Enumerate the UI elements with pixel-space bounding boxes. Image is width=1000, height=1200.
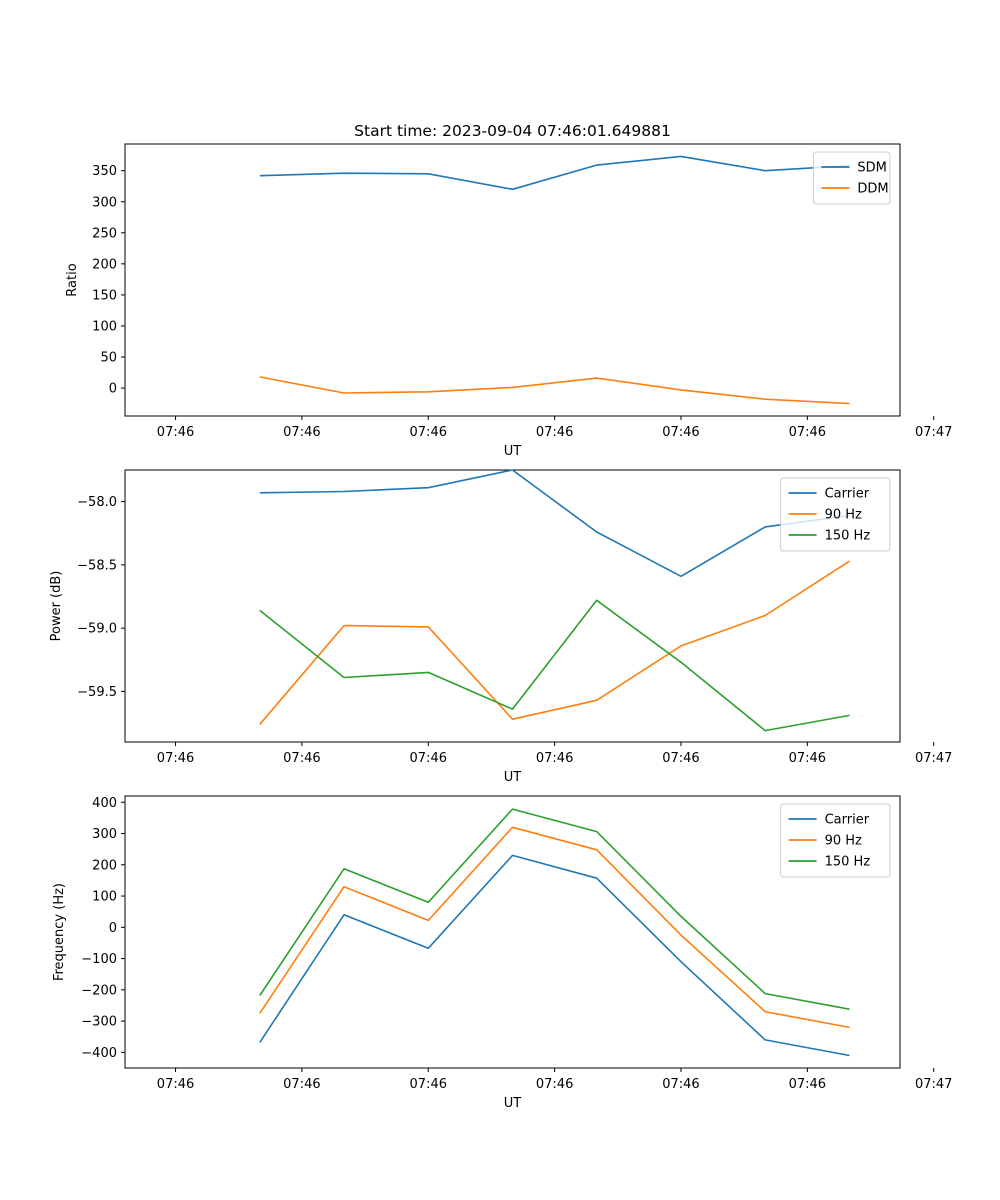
y-tick-label: 50 <box>100 351 117 366</box>
y-tick-label: −58.0 <box>77 495 117 510</box>
x-tick-label: 07:47 <box>915 425 952 440</box>
legend-box <box>780 477 891 552</box>
y-tick-label: −59.0 <box>77 622 117 637</box>
legend: Carrier 90 Hz 150 Hz <box>780 477 891 552</box>
legend-label: SDM <box>857 161 886 176</box>
x-tick-label: 07:46 <box>157 425 194 440</box>
y-tick-label: 150 <box>92 288 117 303</box>
x-tick-label: 07:46 <box>410 1077 447 1092</box>
x-tick-label: 07:46 <box>536 1077 573 1092</box>
legend: SDM DDM <box>812 151 891 205</box>
legend-label: DDM <box>857 182 888 197</box>
x-tick-label: 07:46 <box>789 425 826 440</box>
legend-label: 90 Hz <box>825 834 862 849</box>
x-axis-label: UT <box>504 770 522 785</box>
x-tick-label: 07:46 <box>536 751 573 766</box>
series-line-ddm <box>259 376 850 405</box>
chart-panel-3: 07:46 07:46 07:46 07:46 07:46 07:46 07:47 −400 −… <box>52 795 952 1111</box>
y-tick-label: −59.5 <box>77 685 117 700</box>
y-axis-label: Frequency (Hz) <box>52 883 67 981</box>
y-tick-label: −200 <box>81 983 117 998</box>
y-tick-label: 100 <box>92 319 117 334</box>
x-tick-label: 07:47 <box>915 751 952 766</box>
x-tick-label: 07:46 <box>410 425 447 440</box>
y-axis-label: Power (dB) <box>49 571 64 642</box>
series-line-carrier <box>259 854 850 1057</box>
x-tick-label: 07:46 <box>283 425 320 440</box>
y-tick-label: 250 <box>92 226 117 241</box>
chart-panel-1: 07:46 07:46 07:46 07:46 07:46 07:46 07:47 0 50 10… <box>65 143 952 459</box>
legend-label: 150 Hz <box>825 529 871 544</box>
x-tick-label: 07:46 <box>662 1077 699 1092</box>
figure-title: Start time: 2023-09-04 07:46:01.649881 <box>354 122 671 140</box>
legend-label: 90 Hz <box>825 508 862 523</box>
x-tick-label: 07:46 <box>157 1077 194 1092</box>
y-tick-label: 300 <box>92 195 117 210</box>
y-tick-label: 100 <box>92 890 117 905</box>
legend-label: Carrier <box>825 813 870 828</box>
chart-panel-2: 07:46 07:46 07:46 07:46 07:46 07:46 07:47 −59.5… <box>49 469 952 785</box>
legend-label: Carrier <box>825 487 870 502</box>
series-line-90-hz <box>259 826 850 1029</box>
y-tick-label: −400 <box>81 1046 117 1061</box>
y-tick-label: −300 <box>81 1015 117 1030</box>
legend-box <box>780 803 891 878</box>
series-line-carrier <box>259 469 850 578</box>
x-tick-label: 07:46 <box>662 751 699 766</box>
series-line-150-hz <box>259 599 850 732</box>
legend: Carrier 90 Hz 150 Hz <box>780 803 891 878</box>
x-tick-label: 07:46 <box>789 751 826 766</box>
x-tick-label: 07:46 <box>662 425 699 440</box>
y-tick-label: 200 <box>92 257 117 272</box>
y-tick-label: 0 <box>109 382 117 397</box>
x-axis-label: UT <box>504 444 522 459</box>
x-tick-label: 07:46 <box>157 751 194 766</box>
series-line-150-hz <box>259 808 850 1010</box>
y-tick-label: −58.5 <box>77 558 117 573</box>
y-tick-label: 300 <box>92 827 117 842</box>
x-tick-label: 07:46 <box>283 1077 320 1092</box>
x-tick-label: 07:46 <box>410 751 447 766</box>
x-tick-label: 07:46 <box>536 425 573 440</box>
axes-frame <box>124 143 901 417</box>
y-tick-label: 350 <box>92 164 117 179</box>
x-tick-label: 07:47 <box>915 1077 952 1092</box>
x-tick-label: 07:46 <box>789 1077 826 1092</box>
legend-box <box>812 151 891 205</box>
y-tick-label: 200 <box>92 858 117 873</box>
y-tick-label: −100 <box>81 952 117 967</box>
y-tick-label: 0 <box>109 921 117 936</box>
y-axis-label: Ratio <box>65 263 80 296</box>
y-tick-label: 400 <box>92 796 117 811</box>
legend-label: 150 Hz <box>825 855 871 870</box>
series-line-90-hz <box>259 560 850 725</box>
x-tick-label: 07:46 <box>283 751 320 766</box>
axes-frame <box>124 795 901 1069</box>
series-line-sdm <box>259 155 850 191</box>
x-axis-label: UT <box>504 1096 522 1111</box>
